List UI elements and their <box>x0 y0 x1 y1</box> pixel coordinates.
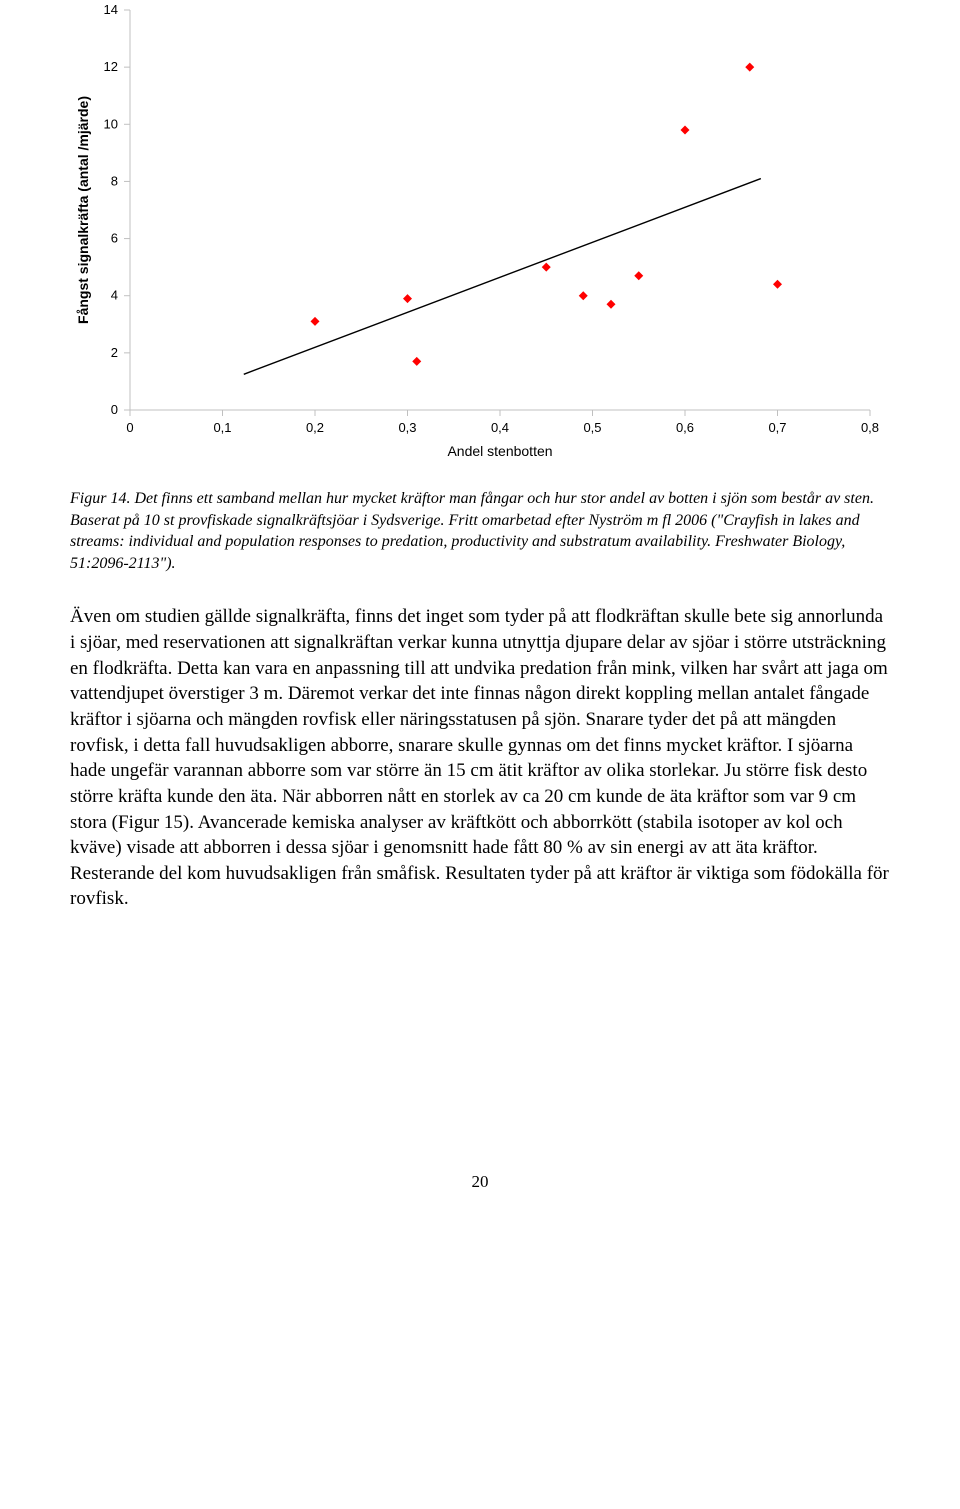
svg-text:4: 4 <box>111 288 118 303</box>
svg-text:10: 10 <box>104 116 118 131</box>
svg-text:0: 0 <box>126 420 133 435</box>
svg-text:6: 6 <box>111 231 118 246</box>
svg-text:0,6: 0,6 <box>676 420 694 435</box>
svg-text:0,2: 0,2 <box>306 420 324 435</box>
svg-text:0,3: 0,3 <box>398 420 416 435</box>
figure-caption: Figur 14. Det finns ett samband mellan h… <box>70 488 890 574</box>
svg-text:0,4: 0,4 <box>491 420 509 435</box>
svg-text:Andel stenbotten: Andel stenbotten <box>447 443 552 459</box>
figure-caption-text: Det finns ett samband mellan hur mycket … <box>70 490 874 572</box>
svg-text:8: 8 <box>111 173 118 188</box>
svg-text:14: 14 <box>104 2 118 17</box>
svg-text:0,5: 0,5 <box>583 420 601 435</box>
figure-label: Figur 14. <box>70 490 130 507</box>
svg-text:0: 0 <box>111 402 118 417</box>
svg-text:12: 12 <box>104 59 118 74</box>
svg-text:2: 2 <box>111 345 118 360</box>
svg-text:0,8: 0,8 <box>861 420 879 435</box>
svg-text:0,1: 0,1 <box>213 420 231 435</box>
body-paragraph: Även om studien gällde signalkräfta, fin… <box>70 604 890 912</box>
scatter-chart: 0 0,1 0,2 0,3 0,4 0,5 0,6 0,7 0,8 0 2 4 6 8 10 12 14 Ande… <box>70 0 890 470</box>
svg-text:0,7: 0,7 <box>768 420 786 435</box>
page-number: 20 <box>70 1172 890 1192</box>
svg-text:Fångst signalkräfta (antal /mj: Fångst signalkräfta (antal /mjärde) <box>75 96 91 324</box>
